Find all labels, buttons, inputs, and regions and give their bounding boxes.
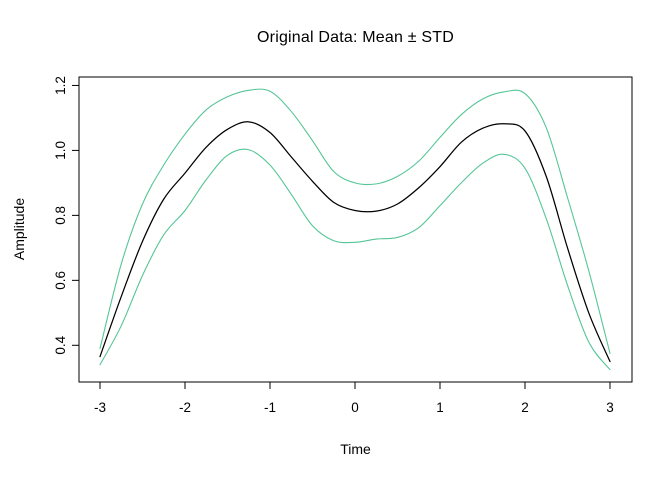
plot-title: Original Data: Mean ± STD	[257, 29, 454, 46]
x-tick-label: 3	[606, 400, 614, 415]
y-tick-label: 1.0	[53, 141, 68, 160]
y-tick-label: 0.8	[53, 206, 68, 225]
mean-line	[99, 121, 611, 363]
lower-std-line	[99, 148, 611, 371]
x-tick-label: -1	[264, 400, 276, 415]
x-tick-label: 1	[436, 400, 444, 415]
x-tick-label: 2	[521, 400, 529, 415]
upper-std-line	[99, 88, 611, 354]
x-tick-label: -2	[179, 400, 191, 415]
axis-box	[78, 76, 633, 383]
x-tick-label: -3	[94, 400, 106, 415]
y-tick-label: 1.2	[53, 76, 68, 95]
y-tick-label: 0.4	[53, 335, 68, 354]
x-tick-label: 0	[351, 400, 359, 415]
y-tick-label: 0.6	[53, 271, 68, 290]
x-axis-label: Time	[340, 441, 371, 457]
